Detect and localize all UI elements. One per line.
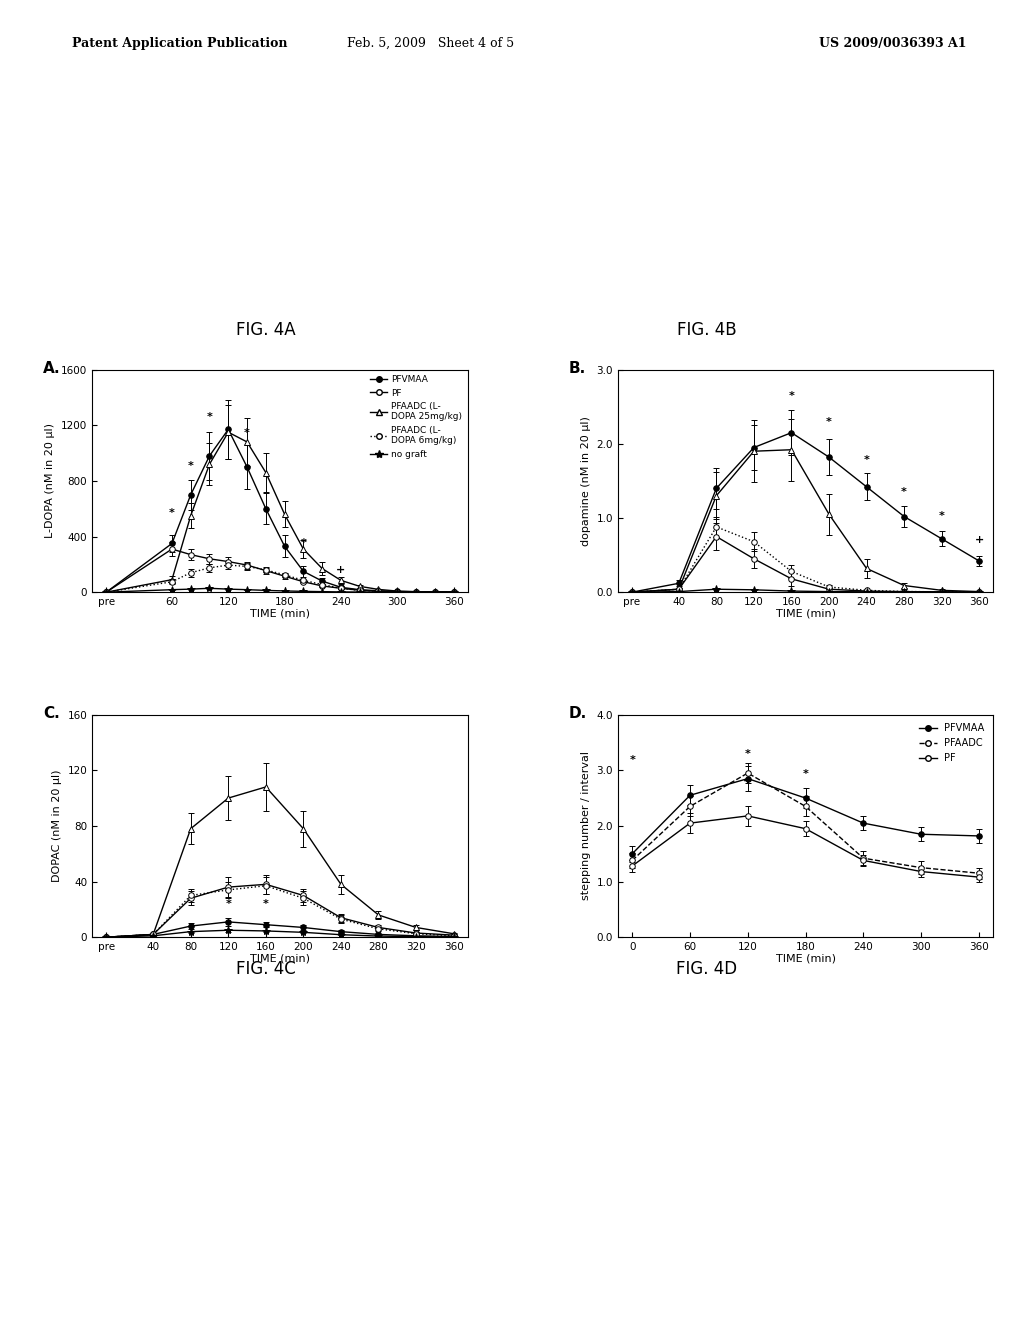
Text: C.: C. bbox=[43, 706, 60, 721]
Text: *: * bbox=[263, 899, 268, 909]
Text: *: * bbox=[744, 750, 751, 759]
Y-axis label: L-DOPA (nM in 20 μl): L-DOPA (nM in 20 μl) bbox=[45, 424, 55, 539]
Text: *: * bbox=[901, 487, 907, 498]
Text: FIG. 4D: FIG. 4D bbox=[676, 960, 737, 978]
Text: *: * bbox=[300, 537, 306, 548]
Text: *: * bbox=[939, 511, 944, 521]
X-axis label: TIME (min): TIME (min) bbox=[250, 953, 310, 964]
X-axis label: TIME (min): TIME (min) bbox=[250, 609, 310, 619]
Text: Feb. 5, 2009   Sheet 4 of 5: Feb. 5, 2009 Sheet 4 of 5 bbox=[346, 37, 514, 50]
Text: *: * bbox=[826, 417, 831, 428]
Y-axis label: DOPAC (nM in 20 μl): DOPAC (nM in 20 μl) bbox=[52, 770, 62, 882]
Text: +: + bbox=[336, 565, 345, 576]
Text: +: + bbox=[975, 535, 984, 545]
Text: *: * bbox=[187, 461, 194, 471]
X-axis label: TIME (min): TIME (min) bbox=[775, 953, 836, 964]
Legend: PFVMAA, PF, PFAADC (L-
DOPA 25mg/kg), PFAADC (L-
DOPA 6mg/kg), no graft: PFVMAA, PF, PFAADC (L- DOPA 25mg/kg), PF… bbox=[367, 371, 466, 462]
Text: *: * bbox=[788, 391, 795, 401]
Text: +: + bbox=[743, 776, 753, 785]
Text: B.: B. bbox=[569, 360, 587, 376]
Y-axis label: dopamine (nM in 20 μl): dopamine (nM in 20 μl) bbox=[581, 416, 591, 546]
Text: FIG. 4B: FIG. 4B bbox=[677, 321, 736, 339]
Text: *: * bbox=[207, 412, 212, 422]
Text: *: * bbox=[863, 454, 869, 465]
Text: FIG. 4C: FIG. 4C bbox=[237, 960, 296, 978]
Text: FIG. 4A: FIG. 4A bbox=[237, 321, 296, 339]
Text: *: * bbox=[803, 768, 809, 779]
Text: Patent Application Publication: Patent Application Publication bbox=[72, 37, 287, 50]
Legend: PFVMAA, PFAADC, PF: PFVMAA, PFAADC, PF bbox=[915, 719, 988, 767]
Text: US 2009/0036393 A1: US 2009/0036393 A1 bbox=[819, 37, 967, 50]
Text: D.: D. bbox=[569, 706, 587, 721]
X-axis label: TIME (min): TIME (min) bbox=[775, 609, 836, 619]
Y-axis label: stepping number / interval: stepping number / interval bbox=[581, 751, 591, 900]
Text: *: * bbox=[225, 899, 231, 909]
Text: *: * bbox=[169, 508, 175, 519]
Text: *: * bbox=[630, 755, 635, 764]
Text: *: * bbox=[244, 428, 250, 438]
Text: A.: A. bbox=[43, 360, 61, 376]
